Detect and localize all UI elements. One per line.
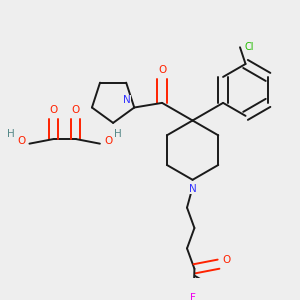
- Text: H: H: [7, 129, 15, 140]
- Text: O: O: [104, 136, 112, 146]
- Text: H: H: [114, 129, 122, 140]
- Text: N: N: [123, 95, 131, 105]
- Text: O: O: [17, 136, 25, 146]
- Text: Cl: Cl: [244, 42, 254, 52]
- Text: N: N: [189, 184, 196, 194]
- Text: O: O: [50, 105, 58, 115]
- Text: O: O: [72, 105, 80, 115]
- Text: O: O: [223, 254, 231, 265]
- Text: O: O: [158, 65, 166, 75]
- Text: F: F: [190, 293, 196, 300]
